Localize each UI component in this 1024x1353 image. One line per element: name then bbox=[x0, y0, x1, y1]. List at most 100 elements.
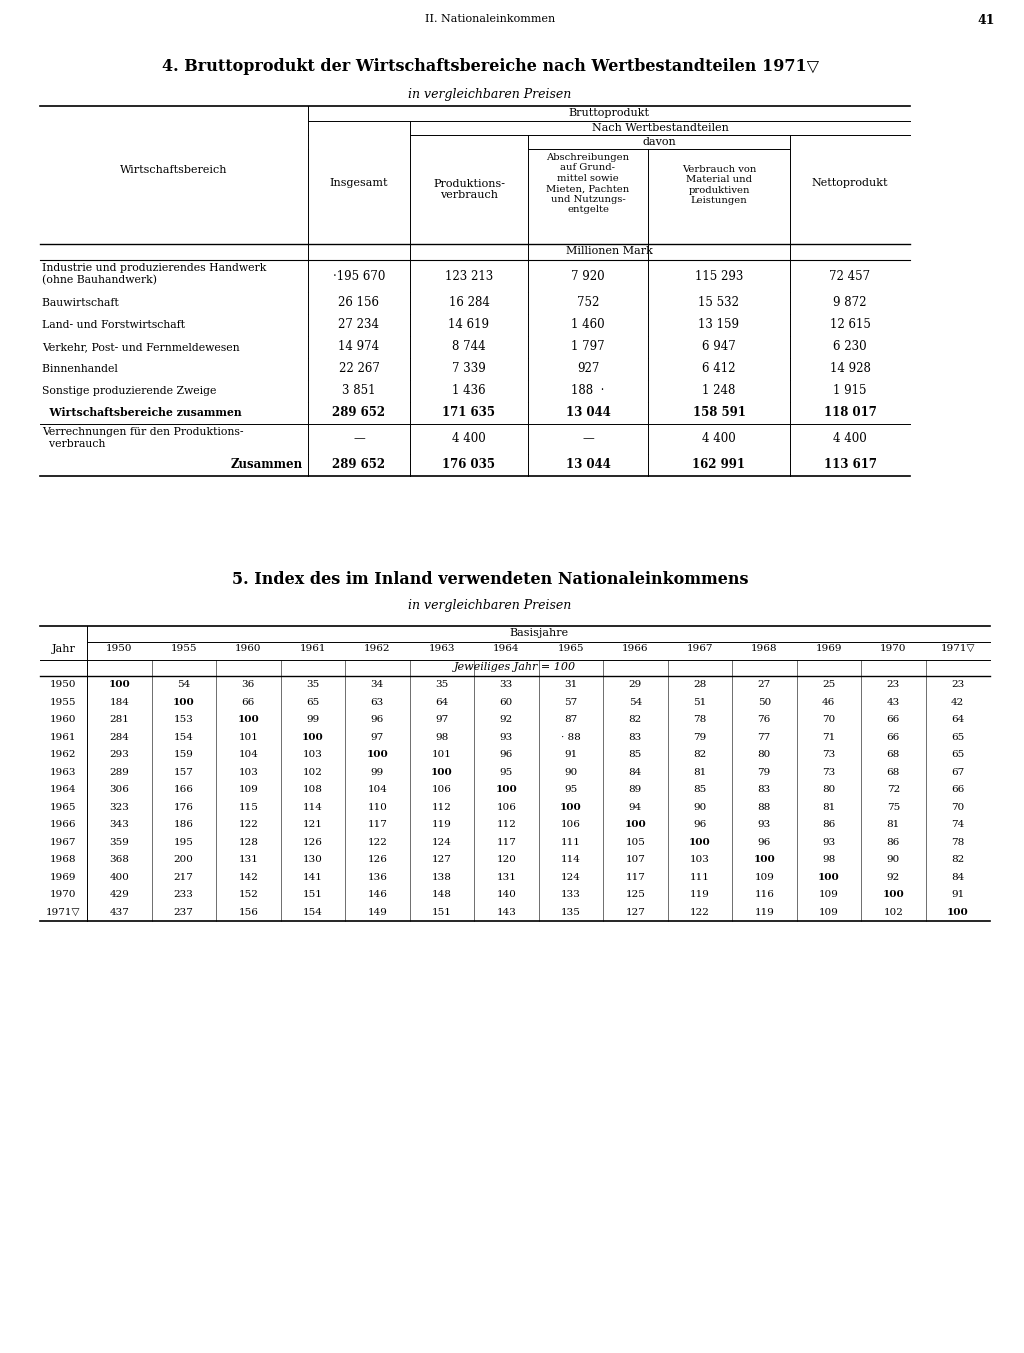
Text: 289 652: 289 652 bbox=[333, 459, 386, 471]
Text: 94: 94 bbox=[629, 802, 642, 812]
Text: 151: 151 bbox=[432, 908, 452, 917]
Text: 54: 54 bbox=[629, 698, 642, 706]
Text: 65: 65 bbox=[951, 733, 965, 741]
Text: 103: 103 bbox=[239, 767, 258, 777]
Text: 82: 82 bbox=[951, 855, 965, 865]
Text: 104: 104 bbox=[239, 751, 258, 759]
Text: 36: 36 bbox=[242, 681, 255, 689]
Text: 1962: 1962 bbox=[50, 751, 77, 759]
Text: 111: 111 bbox=[690, 873, 710, 882]
Text: 136: 136 bbox=[368, 873, 387, 882]
Text: 1 915: 1 915 bbox=[834, 384, 866, 398]
Text: 927: 927 bbox=[577, 363, 599, 376]
Text: verbrauch: verbrauch bbox=[42, 438, 224, 449]
Text: 141: 141 bbox=[303, 873, 323, 882]
Text: 1955: 1955 bbox=[171, 644, 197, 653]
Text: 88: 88 bbox=[758, 802, 771, 812]
Text: 16 284: 16 284 bbox=[449, 296, 489, 310]
Text: 83: 83 bbox=[758, 785, 771, 794]
Text: 117: 117 bbox=[497, 838, 516, 847]
Text: 92: 92 bbox=[887, 873, 900, 882]
Text: 1964: 1964 bbox=[50, 785, 77, 794]
Text: 72: 72 bbox=[887, 785, 900, 794]
Text: 3 851: 3 851 bbox=[342, 384, 376, 398]
Text: 117: 117 bbox=[626, 873, 645, 882]
Text: Verbrauch von
Material und
produktiven
Leistungen: Verbrauch von Material und produktiven L… bbox=[682, 165, 756, 206]
Text: 35: 35 bbox=[435, 681, 449, 689]
Text: 138: 138 bbox=[432, 873, 452, 882]
Text: 101: 101 bbox=[239, 733, 258, 741]
Text: 1971▽: 1971▽ bbox=[46, 908, 81, 917]
Text: 126: 126 bbox=[303, 838, 323, 847]
Text: 109: 109 bbox=[819, 890, 839, 900]
Text: 1 460: 1 460 bbox=[571, 318, 605, 331]
Text: 195: 195 bbox=[174, 838, 194, 847]
Text: 162 991: 162 991 bbox=[692, 459, 745, 471]
Text: 15 532: 15 532 bbox=[698, 296, 739, 310]
Text: 81: 81 bbox=[887, 820, 900, 829]
Text: 107: 107 bbox=[626, 855, 645, 865]
Text: 100: 100 bbox=[689, 838, 711, 847]
Text: 110: 110 bbox=[368, 802, 387, 812]
Text: 13 044: 13 044 bbox=[565, 459, 610, 471]
Text: 80: 80 bbox=[822, 785, 836, 794]
Text: 186: 186 bbox=[174, 820, 194, 829]
Text: 184: 184 bbox=[110, 698, 129, 706]
Text: 89: 89 bbox=[629, 785, 642, 794]
Text: 4 400: 4 400 bbox=[702, 433, 736, 445]
Text: 1955: 1955 bbox=[50, 698, 77, 706]
Text: 1967: 1967 bbox=[686, 644, 713, 653]
Text: 284: 284 bbox=[110, 733, 129, 741]
Text: 133: 133 bbox=[561, 890, 581, 900]
Text: (ohne Bauhandwerk): (ohne Bauhandwerk) bbox=[42, 275, 255, 285]
Text: 93: 93 bbox=[822, 838, 836, 847]
Text: 63: 63 bbox=[371, 698, 384, 706]
Text: 112: 112 bbox=[432, 802, 452, 812]
Text: 1965: 1965 bbox=[557, 644, 584, 653]
Text: 1970: 1970 bbox=[50, 890, 77, 900]
Text: 84: 84 bbox=[951, 873, 965, 882]
Text: 100: 100 bbox=[625, 820, 646, 829]
Text: Sonstige produzierende Zweige: Sonstige produzierende Zweige bbox=[42, 386, 265, 396]
Text: 73: 73 bbox=[822, 767, 836, 777]
Text: 14 619: 14 619 bbox=[449, 318, 489, 331]
Text: 6 412: 6 412 bbox=[702, 363, 736, 376]
Text: 126: 126 bbox=[368, 855, 387, 865]
Text: 34: 34 bbox=[371, 681, 384, 689]
Text: 166: 166 bbox=[174, 785, 194, 794]
Text: 100: 100 bbox=[173, 698, 195, 706]
Text: 84: 84 bbox=[629, 767, 642, 777]
Text: 33: 33 bbox=[500, 681, 513, 689]
Text: 1950: 1950 bbox=[106, 644, 132, 653]
Text: 98: 98 bbox=[822, 855, 836, 865]
Text: 114: 114 bbox=[303, 802, 323, 812]
Text: 103: 103 bbox=[303, 751, 323, 759]
Text: 95: 95 bbox=[564, 785, 578, 794]
Text: 115 293: 115 293 bbox=[695, 269, 743, 283]
Text: 87: 87 bbox=[564, 716, 578, 724]
Text: 1966: 1966 bbox=[622, 644, 648, 653]
Text: 101: 101 bbox=[432, 751, 452, 759]
Text: 109: 109 bbox=[239, 785, 258, 794]
Text: 64: 64 bbox=[435, 698, 449, 706]
Text: Bauwirtschaft: Bauwirtschaft bbox=[42, 298, 252, 308]
Text: 148: 148 bbox=[432, 890, 452, 900]
Text: 64: 64 bbox=[951, 716, 965, 724]
Text: 67: 67 bbox=[951, 767, 965, 777]
Text: 7 920: 7 920 bbox=[571, 269, 605, 283]
Text: 29: 29 bbox=[629, 681, 642, 689]
Text: 66: 66 bbox=[887, 716, 900, 724]
Text: 1968: 1968 bbox=[50, 855, 77, 865]
Text: 27 234: 27 234 bbox=[339, 318, 380, 331]
Text: II. Nationaleinkommen: II. Nationaleinkommen bbox=[425, 14, 555, 24]
Text: 100: 100 bbox=[431, 767, 453, 777]
Text: 71: 71 bbox=[822, 733, 836, 741]
Text: 91: 91 bbox=[951, 890, 965, 900]
Text: 429: 429 bbox=[110, 890, 129, 900]
Text: 77: 77 bbox=[758, 733, 771, 741]
Text: 8 744: 8 744 bbox=[453, 341, 485, 353]
Text: 81: 81 bbox=[693, 767, 707, 777]
Text: 4 400: 4 400 bbox=[453, 433, 485, 445]
Text: 13 159: 13 159 bbox=[698, 318, 739, 331]
Text: 114: 114 bbox=[561, 855, 581, 865]
